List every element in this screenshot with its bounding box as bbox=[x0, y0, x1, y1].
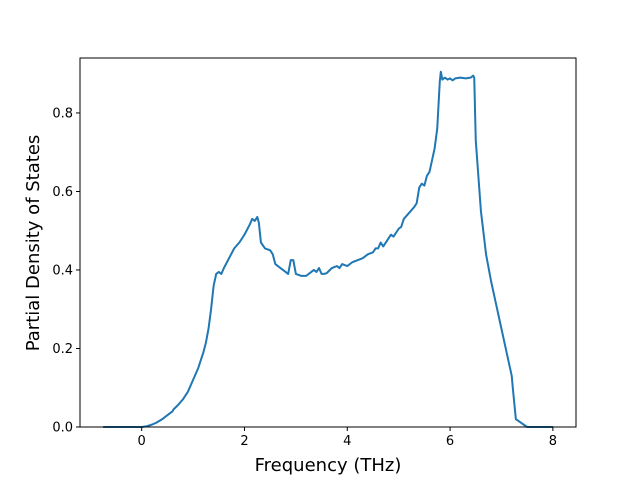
y-axis-ticks: 0.0 0.2 0.4 0.6 0.8 bbox=[52, 106, 80, 436]
x-tick-label: 8 bbox=[549, 434, 557, 449]
y-tick-label: 0.8 bbox=[52, 106, 73, 121]
x-axis-label: Frequency (THz) bbox=[255, 455, 402, 476]
y-tick-label: 0.0 bbox=[52, 421, 73, 436]
x-tick-label: 0 bbox=[138, 434, 146, 449]
pdos-series-line bbox=[103, 70, 553, 428]
y-tick-label: 0.2 bbox=[52, 342, 73, 357]
x-tick-label: 4 bbox=[343, 434, 351, 449]
y-tick-label: 0.4 bbox=[52, 263, 73, 278]
y-axis-label: Partial Density of States bbox=[23, 135, 44, 352]
plot-area bbox=[79, 57, 577, 428]
x-tick-label: 6 bbox=[446, 434, 454, 449]
x-tick-label: 2 bbox=[240, 434, 248, 449]
y-tick-label: 0.6 bbox=[52, 185, 73, 200]
plot-frame bbox=[79, 57, 577, 428]
x-axis-ticks: 0 2 4 6 8 bbox=[138, 427, 557, 449]
